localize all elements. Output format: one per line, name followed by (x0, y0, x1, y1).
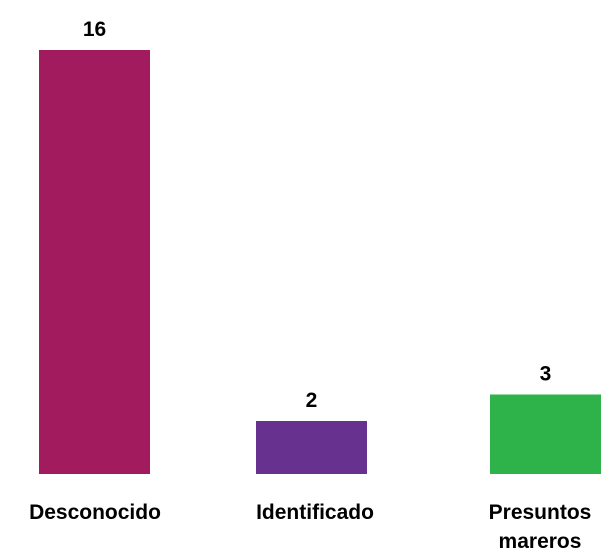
bars-group (39, 50, 601, 474)
bar-0 (39, 50, 150, 474)
category-label-2: Presuntos mareros (489, 501, 592, 552)
value-label-2: 3 (540, 363, 552, 386)
category-label-1: Identificado (256, 501, 374, 524)
bar-1 (256, 421, 367, 474)
value-label-0: 16 (83, 18, 106, 41)
category-label-0: Desconocido (29, 501, 161, 524)
value-label-1: 2 (306, 389, 318, 412)
bar-2 (490, 394, 601, 474)
category-labels-group: Desconocido Identificado Presuntos mareros (29, 501, 591, 552)
